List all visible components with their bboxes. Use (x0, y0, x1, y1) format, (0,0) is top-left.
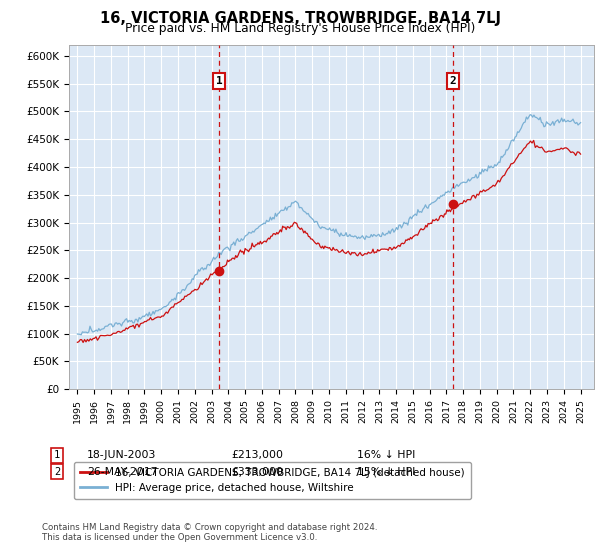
Text: £333,000: £333,000 (231, 466, 283, 477)
Text: Contains HM Land Registry data © Crown copyright and database right 2024.: Contains HM Land Registry data © Crown c… (42, 523, 377, 532)
Text: 26-MAY-2017: 26-MAY-2017 (87, 466, 157, 477)
Text: £213,000: £213,000 (231, 450, 283, 460)
Text: 16% ↓ HPI: 16% ↓ HPI (357, 450, 415, 460)
Text: 2: 2 (449, 76, 456, 86)
Text: 16, VICTORIA GARDENS, TROWBRIDGE, BA14 7LJ: 16, VICTORIA GARDENS, TROWBRIDGE, BA14 7… (100, 11, 500, 26)
Legend: 16, VICTORIA GARDENS, TROWBRIDGE, BA14 7LJ (detached house), HPI: Average price,: 16, VICTORIA GARDENS, TROWBRIDGE, BA14 7… (74, 461, 471, 500)
Text: Price paid vs. HM Land Registry's House Price Index (HPI): Price paid vs. HM Land Registry's House … (125, 22, 475, 35)
Text: 1: 1 (216, 76, 223, 86)
Text: 2: 2 (54, 466, 60, 477)
Text: 1: 1 (54, 450, 60, 460)
Text: This data is licensed under the Open Government Licence v3.0.: This data is licensed under the Open Gov… (42, 533, 317, 542)
Text: 15% ↓ HPI: 15% ↓ HPI (357, 466, 415, 477)
Text: 18-JUN-2003: 18-JUN-2003 (87, 450, 157, 460)
